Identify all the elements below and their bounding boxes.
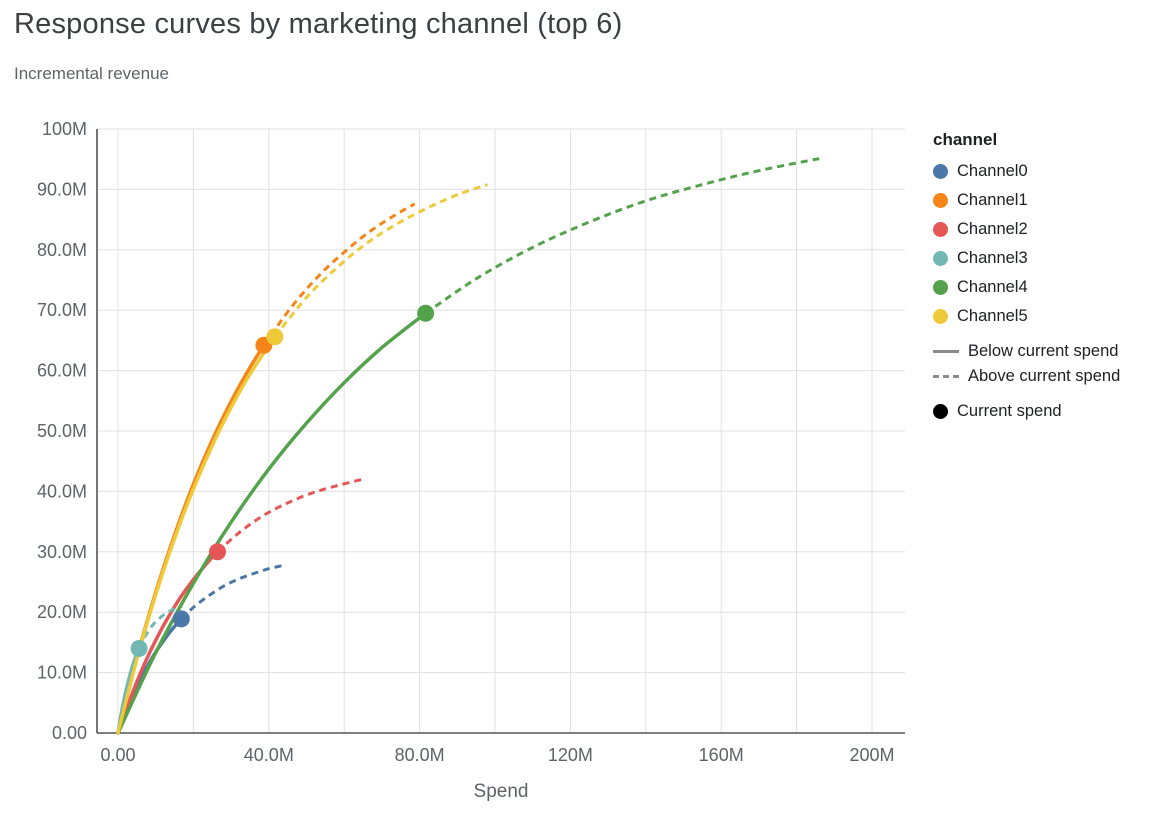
x-tick-label: 80.0M [395, 745, 445, 765]
current-spend-dot-channel4 [417, 304, 435, 322]
y-tick-label: 10.0M [37, 663, 87, 683]
legend-label: Above current spend [968, 367, 1121, 385]
x-tick-label: 160M [699, 745, 744, 765]
y-tick-label: 30.0M [37, 542, 87, 562]
curve-solid-channel4 [116, 311, 428, 735]
legend-item-channel4: Channel4 [933, 278, 1153, 297]
legend-label: Channel5 [957, 307, 1028, 325]
curve-dashed-channel1 [262, 202, 416, 347]
x-tick-label: 40.0M [244, 745, 294, 765]
y-tick-label: 20.0M [37, 602, 87, 622]
legend-item-above-current-spend: Above current spend [933, 367, 1153, 386]
legend-swatch-channel3-icon [933, 251, 948, 266]
curve-dashed-channel5 [273, 183, 488, 338]
chart-legend: channel Channel0 Channel1 Channel2 Chann… [933, 130, 1153, 431]
legend-label: Below current spend [968, 342, 1119, 360]
current-spend-dot-channel5 [266, 328, 284, 346]
x-tick-label: 200M [849, 745, 894, 765]
legend-label: Channel4 [957, 278, 1028, 296]
curve-dashed-channel2 [216, 477, 363, 553]
y-tick-label: 60.0M [37, 361, 87, 381]
current-spend-dot-icon [933, 404, 948, 419]
y-tick-label: 40.0M [37, 481, 87, 501]
legend-label: Channel1 [957, 191, 1028, 209]
current-spend-dot-channel0 [172, 610, 190, 628]
y-tick-label: 90.0M [37, 179, 87, 199]
chart-title: Response curves by marketing channel (to… [14, 8, 623, 40]
legend-item-channel0: Channel0 [933, 162, 1153, 181]
legend-label: Channel3 [957, 249, 1028, 267]
legend-label: Channel2 [957, 220, 1028, 238]
legend-swatch-channel5-icon [933, 309, 948, 324]
y-tick-label: 0.00 [52, 723, 87, 743]
x-tick-label: 0.00 [100, 745, 135, 765]
legend-item-current-spend: Current spend [933, 402, 1153, 421]
y-tick-label: 100M [42, 119, 87, 139]
dashed-line-icon [933, 375, 959, 378]
chart-subtitle: Incremental revenue [14, 64, 169, 83]
legend-title: channel [933, 130, 998, 149]
y-tick-label: 70.0M [37, 300, 87, 320]
y-tick-label: 80.0M [37, 240, 87, 260]
solid-line-icon [933, 350, 959, 353]
curve-dashed-channel4 [424, 157, 820, 315]
legend-swatch-channel0-icon [933, 164, 948, 179]
legend-swatch-channel2-icon [933, 222, 948, 237]
legend-swatch-channel1-icon [933, 193, 948, 208]
current-spend-dot-channel2 [209, 543, 227, 561]
legend-swatch-channel4-icon [933, 280, 948, 295]
legend-item-channel2: Channel2 [933, 220, 1153, 239]
legend-item-below-current-spend: Below current spend [933, 342, 1153, 361]
curve-solid-channel2 [116, 550, 220, 735]
legend-item-channel1: Channel1 [933, 191, 1153, 210]
curve-dashed-channel0 [180, 564, 283, 620]
current-spend-dot-channel3 [130, 639, 148, 657]
legend-label: Current spend [957, 402, 1062, 420]
legend-line-styles: Below current spend Above current spend [933, 342, 1153, 386]
x-tick-label: 120M [548, 745, 593, 765]
legend-item-channel5: Channel5 [933, 307, 1153, 326]
x-axis-title: Spend [474, 781, 529, 802]
y-tick-label: 50.0M [37, 421, 87, 441]
legend-label: Channel0 [957, 162, 1028, 180]
legend-item-channel3: Channel3 [933, 249, 1153, 268]
